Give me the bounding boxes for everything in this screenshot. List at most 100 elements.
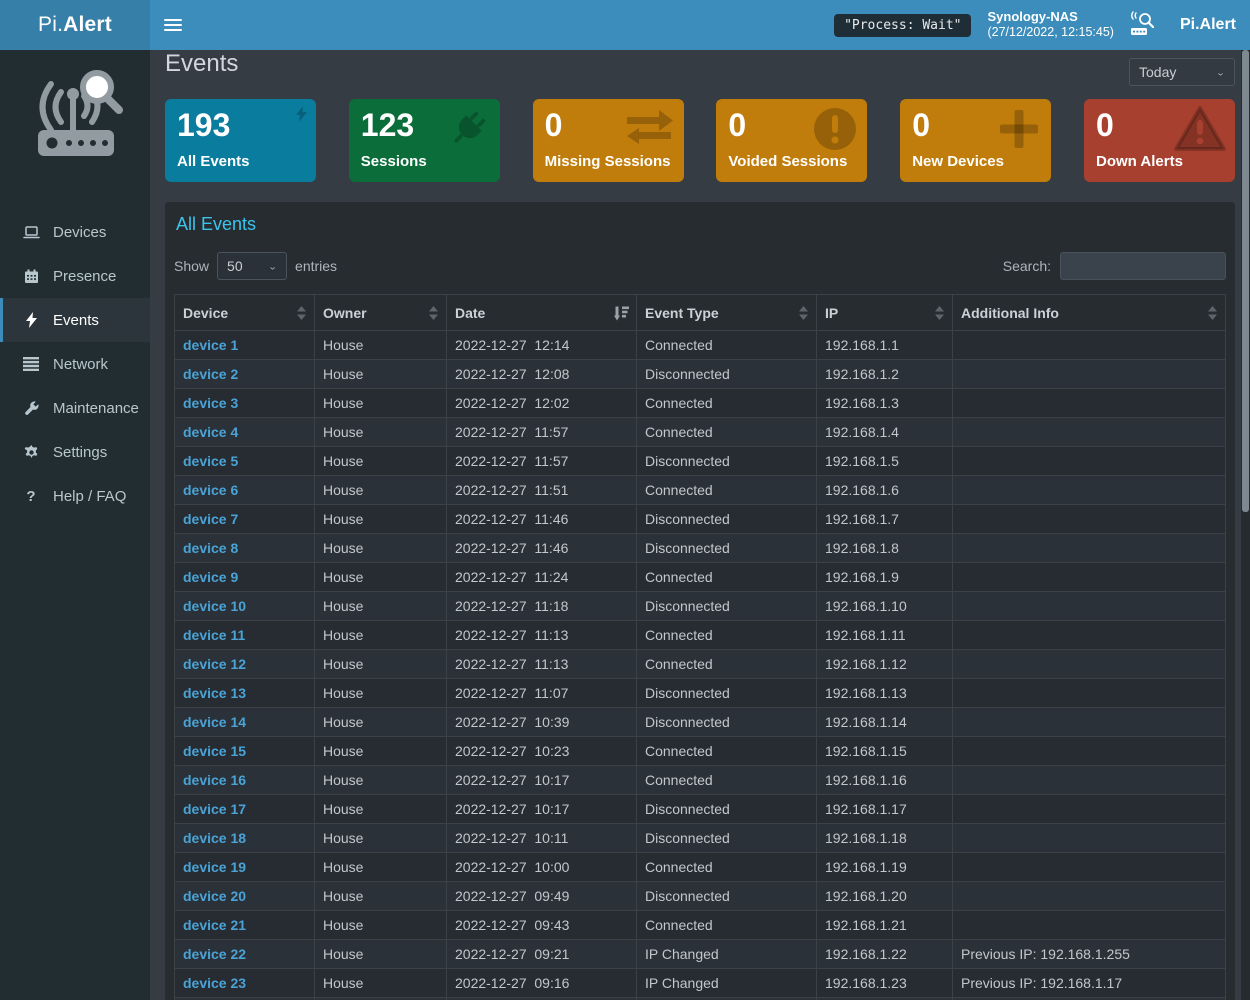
device-link[interactable]: device 2 [183, 366, 239, 382]
device-link[interactable]: device 15 [183, 743, 247, 759]
device-link[interactable]: device 3 [183, 395, 239, 411]
device-link[interactable]: device 18 [183, 830, 247, 846]
table-row: device 17 House 2022-12-27 10:17 Disconnect… [174, 794, 1226, 824]
scrollbar-thumb[interactable] [1242, 50, 1249, 512]
device-link[interactable]: device 4 [183, 424, 239, 440]
device-link[interactable]: device 20 [183, 888, 247, 904]
events-table: Device Owner Date Event Type IP Additional In… [174, 294, 1226, 1000]
column-header-device[interactable]: Device [174, 294, 315, 331]
date-cell: 2022-12-27 11:24 [446, 562, 637, 592]
card-missing-sessions[interactable]: 0 Missing Sessions [532, 99, 684, 182]
card-voided-sessions[interactable]: 0 Voided Sessions [716, 99, 868, 182]
show-label: Show [174, 258, 210, 274]
event-type-cell: Connected [636, 562, 817, 592]
sidebar-item-devices[interactable]: Devices [0, 210, 150, 254]
ip-cell: 192.168.1.9 [816, 562, 953, 592]
search-label: Search: [1002, 258, 1051, 274]
additional-info-cell [952, 330, 1226, 360]
sidebar-item-settings[interactable]: Settings [0, 430, 150, 474]
card-label: Voided Sessions [728, 152, 848, 170]
device-link[interactable]: device 22 [183, 946, 247, 962]
sidebar-item-presence[interactable]: Presence [0, 254, 150, 298]
plus-icon [996, 106, 1042, 157]
device-link[interactable]: device 19 [183, 859, 247, 875]
page-title: Events [165, 50, 239, 77]
sidebar-item-help-faq[interactable]: ? Help / FAQ [0, 474, 150, 518]
device-link[interactable]: device 21 [183, 917, 247, 933]
device-link[interactable]: device 5 [183, 453, 239, 469]
device-link[interactable]: device 17 [183, 801, 247, 817]
ip-cell: 192.168.1.22 [816, 939, 953, 969]
owner-cell: House [314, 939, 447, 969]
device-link[interactable]: device 6 [183, 482, 239, 498]
sidebar-toggle-button[interactable] [150, 0, 195, 50]
column-header-event-type[interactable]: Event Type [636, 294, 817, 331]
gear-icon [22, 444, 40, 460]
card-down-alerts[interactable]: 0 Down Alerts [1083, 99, 1235, 182]
sidebar-item-events[interactable]: Events [0, 298, 150, 342]
sidebar-item-label: Help / FAQ [53, 487, 127, 505]
search-input[interactable] [1060, 252, 1226, 280]
event-type-cell: Disconnected [636, 823, 817, 853]
period-select[interactable]: Today ⌄ [1129, 58, 1235, 86]
additional-info-cell [952, 533, 1226, 563]
device-link[interactable]: device 8 [183, 540, 239, 556]
additional-info-cell [952, 359, 1226, 389]
additional-info-cell: Previous IP: 192.168.1.255 [952, 939, 1226, 969]
column-label: Device [183, 304, 229, 321]
table-row: device 10 House 2022-12-27 11:18 Disconnect… [174, 591, 1226, 621]
column-label: Additional Info [961, 304, 1059, 321]
column-header-owner[interactable]: Owner [314, 294, 447, 331]
card-label: New Devices [912, 152, 1004, 170]
table-row: device 12 House 2022-12-27 11:13 Connected 1… [174, 649, 1226, 679]
sidebar-item-network[interactable]: Network [0, 342, 150, 386]
hamburger-icon [163, 16, 182, 34]
device-link[interactable]: device 1 [183, 337, 239, 353]
device-link[interactable]: device 12 [183, 656, 247, 672]
sidebar-item-label: Network [53, 355, 109, 373]
exclamation-circle-icon [812, 106, 858, 157]
event-type-cell: Connected [636, 330, 817, 360]
device-link[interactable]: device 10 [183, 598, 247, 614]
page-length-select[interactable]: 50 ⌄ [217, 252, 288, 280]
date-cell: 2022-12-27 11:51 [446, 475, 637, 505]
sidebar-item-maintenance[interactable]: Maintenance [0, 386, 150, 430]
chevron-down-icon: ⌄ [1215, 67, 1225, 78]
event-type-cell: Connected [636, 388, 817, 418]
owner-cell: House [314, 446, 447, 476]
additional-info-cell [952, 591, 1226, 621]
device-link[interactable]: device 16 [183, 772, 247, 788]
pialert-logo [0, 50, 150, 184]
date-cell: 2022-12-27 10:11 [446, 823, 637, 853]
card-sessions[interactable]: 123 Sessions [348, 99, 500, 182]
date-cell: 2022-12-27 11:57 [446, 417, 637, 447]
device-link[interactable]: device 7 [183, 511, 239, 527]
column-header-additional-info[interactable]: Additional Info [952, 294, 1226, 331]
additional-info-cell [952, 997, 1226, 1000]
event-type-cell: Connected [636, 765, 817, 795]
nas-datetime: (27/12/2022, 12:15:45) [987, 25, 1114, 40]
event-type-cell: Disconnected [636, 794, 817, 824]
device-link[interactable]: device 14 [183, 714, 247, 730]
device-link[interactable]: device 23 [183, 975, 247, 991]
device-link[interactable]: device 9 [183, 569, 239, 585]
exchange-icon [623, 106, 675, 151]
table-row: device 2 House 2022-12-27 12:08 Disconnecte… [174, 359, 1226, 389]
card-all-events[interactable]: 193 All Events [165, 99, 316, 182]
event-type-cell: IP Changed [636, 939, 817, 969]
event-type-cell: Disconnected [636, 533, 817, 563]
device-link[interactable]: device 13 [183, 685, 247, 701]
column-header-ip[interactable]: IP [816, 294, 953, 331]
column-header-date[interactable]: Date [446, 294, 637, 331]
card-value: 0 [728, 107, 747, 143]
ip-cell: 192.168.1.3 [816, 388, 953, 418]
brand-logo[interactable]: Pi. Alert [0, 0, 150, 50]
device-link[interactable]: device 11 [183, 627, 246, 643]
sort-icon [1207, 305, 1218, 320]
date-cell: 2022-12-27 09:49 [446, 881, 637, 911]
table-row: device 11 House 2022-12-27 11:13 Connected 1… [174, 620, 1226, 650]
owner-cell: House [314, 475, 447, 505]
vertical-scrollbar[interactable] [1241, 50, 1250, 1000]
event-type-cell: Connected [636, 910, 817, 940]
card-new-devices[interactable]: 0 New Devices [900, 99, 1052, 182]
